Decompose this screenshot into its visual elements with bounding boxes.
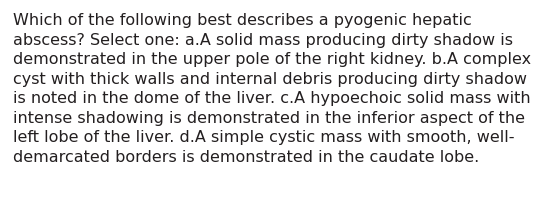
Text: Which of the following best describes a pyogenic hepatic
abscess? Select one: a.: Which of the following best describes a …	[13, 13, 531, 165]
